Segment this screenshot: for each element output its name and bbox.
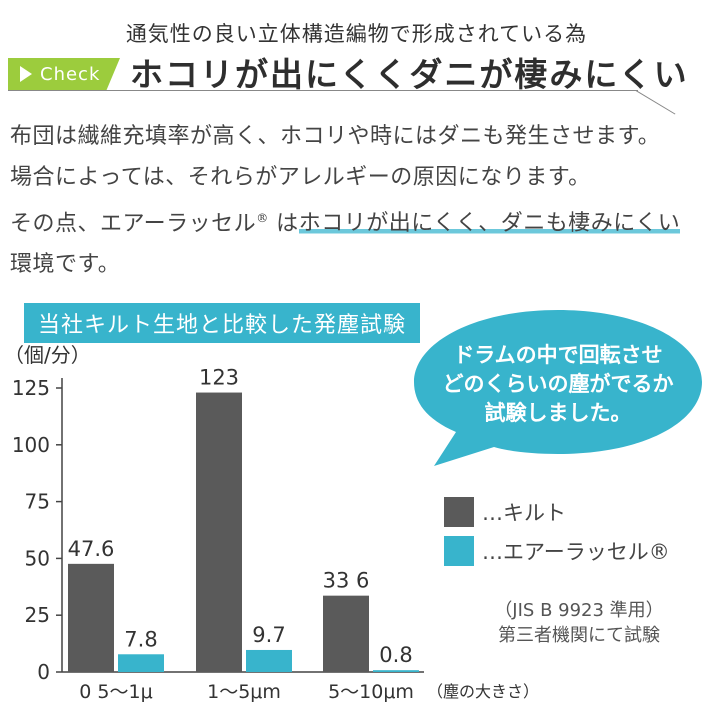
body-text: 布団は繊維充填率が高く、ホコリや時にはダニも発生させます。 場合によっては、それ… bbox=[10, 116, 681, 285]
data-label: 7.8 bbox=[124, 627, 157, 651]
legend-airrussel-label: …エアーラッセル® bbox=[482, 540, 670, 564]
registered-mark: ® bbox=[256, 211, 269, 225]
legend-airrussel: …エアーラッセル® bbox=[444, 536, 670, 566]
bar-quilt bbox=[68, 563, 114, 672]
play-icon bbox=[20, 66, 32, 82]
body-line-4: 環境です。 bbox=[10, 252, 121, 278]
bar-quilt bbox=[323, 595, 369, 672]
data-label: 0.8 bbox=[379, 643, 412, 667]
bubble-line-2: どのくらいの塵がでるか bbox=[443, 372, 674, 396]
check-badge: Check bbox=[8, 58, 120, 90]
headline: ホコリが出にくくダニが棲みにくい bbox=[130, 55, 689, 94]
chart-title: 当社キルト生地と比較した発塵試験 bbox=[24, 303, 420, 343]
y-tick-label: 125 bbox=[12, 376, 50, 400]
x-axis-labels: 0 5〜1μ 1〜5μm 5〜10μm （塵の大きさ） bbox=[79, 681, 539, 703]
y-tick-label: 25 bbox=[25, 603, 50, 627]
body-line-1: 布団は繊維充填率が高く、ホコリや時にはダニも発生させます。 bbox=[10, 124, 661, 149]
header-divider bbox=[8, 90, 638, 91]
y-tick-label: 100 bbox=[12, 433, 50, 457]
body-line-3: その点、エアーラッセル® はホコリが出にくく、ダニも棲みにくい bbox=[10, 198, 681, 244]
bar-quilt bbox=[196, 392, 242, 672]
standard-note-line-2: 第三者機関にて試験 bbox=[498, 625, 660, 646]
check-badge-label: Check bbox=[40, 63, 101, 85]
legend-airrussel-swatch bbox=[444, 536, 474, 566]
speech-bubble-shape bbox=[414, 310, 702, 466]
highlighted-claim: ホコリが出にくく、ダニも棲みにくい bbox=[298, 211, 681, 237]
body-line-2: 場合によっては、それらがアレルギーの原因になります。 bbox=[10, 165, 591, 190]
bar-airrussel bbox=[118, 654, 164, 672]
legend-quilt-swatch bbox=[444, 497, 474, 527]
data-label: 123 bbox=[199, 366, 239, 390]
body-line-3-mid: は bbox=[268, 211, 299, 237]
bars bbox=[68, 392, 419, 672]
category-label: 0 5〜1μ bbox=[79, 681, 152, 703]
category-label: 1〜5μm bbox=[207, 681, 281, 703]
data-label: 9.7 bbox=[252, 623, 285, 647]
y-axis: （個/分） 0 25 50 75 100 125 bbox=[4, 343, 424, 684]
standard-note: （JIS B 9923 準用） 第三者機関にて試験 bbox=[456, 598, 702, 648]
bubble-line-1: ドラムの中で回転させ bbox=[453, 343, 662, 367]
y-tick-label: 50 bbox=[25, 546, 50, 570]
x-axis-unit: （塵の大きさ） bbox=[427, 682, 539, 701]
legend-quilt: …キルト bbox=[444, 497, 566, 527]
data-label: 33 6 bbox=[323, 569, 370, 593]
body-line-3-pre: その点、エアーラッセル bbox=[10, 211, 257, 237]
bar-airrussel bbox=[373, 670, 419, 672]
bar-airrussel bbox=[246, 649, 292, 672]
y-tick-label: 75 bbox=[25, 490, 50, 514]
y-axis-unit: （個/分） bbox=[4, 343, 91, 367]
subtitle: 通気性の良い立体構造編物で形成されている為 bbox=[125, 22, 588, 46]
standard-note-line-1: （JIS B 9923 準用） bbox=[494, 600, 664, 621]
data-labels: 47.6 7.8 123 9.7 33 6 0.8 bbox=[68, 366, 413, 668]
bubble-line-3: 試験しました。 bbox=[485, 401, 632, 425]
legend-quilt-label: …キルト bbox=[482, 501, 566, 525]
speech-bubble: ドラムの中で回転させ どのくらいの塵がでるか 試験しました。 bbox=[414, 310, 702, 466]
y-tick-label: 0 bbox=[37, 660, 50, 684]
data-label: 47.6 bbox=[68, 537, 115, 561]
category-label: 5〜10μm bbox=[328, 681, 414, 703]
